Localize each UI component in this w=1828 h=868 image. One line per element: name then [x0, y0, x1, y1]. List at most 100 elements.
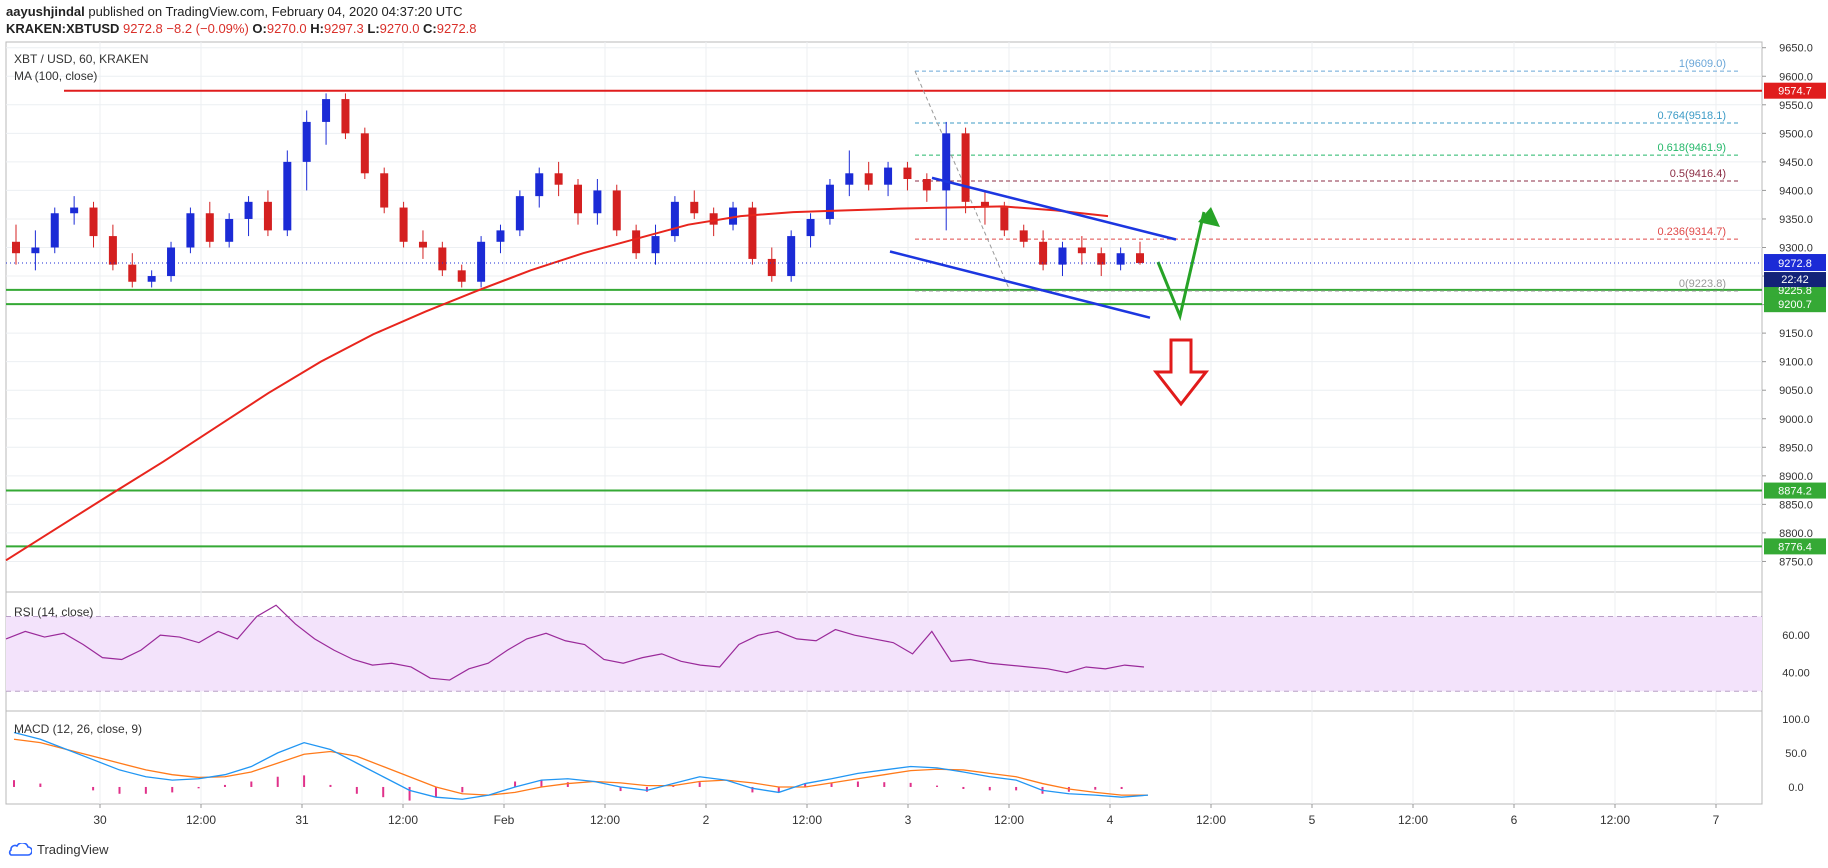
candle-body — [709, 213, 718, 225]
candle-body — [380, 173, 389, 208]
candle-body — [128, 264, 137, 282]
x-tick-label: 31 — [295, 813, 309, 827]
y-tick-label: 9550.0 — [1779, 100, 1813, 112]
candle-body — [864, 173, 873, 185]
level-price-label: 9200.7 — [1778, 299, 1812, 311]
candle-body — [554, 173, 563, 185]
fibonacci-label: 0(9223.8) — [1679, 278, 1726, 290]
y-tick-label: 9450.0 — [1779, 157, 1813, 169]
tradingview-cloud-icon — [8, 842, 32, 856]
y-tick-label: 8750.0 — [1779, 556, 1813, 568]
author-name[interactable]: aayushjindal — [6, 4, 85, 19]
rsi-y-tick-label: 40.00 — [1782, 668, 1810, 680]
y-tick-label: 9300.0 — [1779, 243, 1813, 255]
candle-body — [283, 161, 292, 231]
countdown-tag — [1764, 272, 1826, 288]
plot-frame — [5, 41, 1763, 805]
pair-legend[interactable]: XBT / USD, 60, KRAKEN — [14, 52, 149, 66]
low-label: L: — [367, 21, 380, 36]
candle-body — [767, 258, 776, 277]
x-tick-label: 12:00 — [590, 813, 620, 827]
candle-body — [1019, 230, 1028, 242]
x-tick-label: Feb — [494, 813, 515, 827]
candle-body — [670, 201, 679, 237]
candle-body — [593, 190, 602, 214]
candle-body — [147, 276, 156, 282]
price-change: −8.2 (−0.09%) — [166, 21, 249, 36]
candle-body — [787, 236, 796, 277]
level-price-tag — [1764, 296, 1826, 313]
candle-body — [418, 241, 427, 248]
candle-body — [322, 99, 331, 122]
level-price-label: 8776.4 — [1778, 541, 1812, 553]
x-tick-label: 6 — [1511, 813, 1518, 827]
x-tick-label: 12:00 — [1196, 813, 1226, 827]
candle-body — [903, 167, 912, 179]
y-tick-label: 8800.0 — [1779, 528, 1813, 540]
fibonacci-label: 0.618(9461.9) — [1658, 142, 1727, 154]
candle-body — [399, 207, 408, 242]
candle-body — [244, 201, 253, 219]
countdown-label: 22:42 — [1781, 274, 1809, 286]
candle-body — [12, 241, 20, 254]
macd-y-tick-label: 50.0 — [1785, 748, 1806, 760]
candle-body — [438, 247, 447, 271]
candle-body — [690, 201, 699, 214]
level-price-label: 9574.7 — [1778, 86, 1812, 98]
fibonacci-label: 0.236(9314.7) — [1658, 226, 1727, 238]
channel-lower-line — [889, 250, 1151, 319]
candle-body — [70, 207, 79, 214]
macd-legend[interactable]: MACD (12, 26, close, 9) — [14, 722, 143, 736]
candle-body — [806, 218, 815, 237]
y-tick-label: 9000.0 — [1779, 414, 1813, 426]
rsi-legend[interactable]: RSI (14, close) — [14, 605, 94, 619]
x-tick-label: 12:00 — [1398, 813, 1428, 827]
rsi-band — [6, 616, 1762, 692]
candle-body — [1077, 247, 1086, 254]
candle-body — [496, 230, 505, 242]
ma-legend[interactable]: MA (100, close) — [14, 69, 98, 83]
level-price-tag — [1764, 82, 1826, 99]
x-tick-label: 7 — [1713, 813, 1720, 827]
candle-body — [31, 247, 40, 254]
publish-line: aayushjindal published on TradingView.co… — [6, 4, 462, 19]
low-value: 9270.0 — [379, 21, 420, 36]
fibonacci-label: 1(9609.0) — [1679, 58, 1726, 70]
level-price-label: 8874.2 — [1778, 486, 1812, 498]
candle-body — [729, 207, 738, 225]
x-tick-label: 12:00 — [1600, 813, 1630, 827]
candle-body — [574, 184, 582, 214]
candle-body — [167, 247, 176, 277]
candle-body — [1039, 241, 1048, 265]
publish-info: published on TradingView.com, February 0… — [88, 4, 463, 19]
x-tick-label: 3 — [905, 813, 912, 827]
candle-body — [515, 196, 524, 231]
x-tick-label: 5 — [1309, 813, 1316, 827]
candle-body — [612, 190, 621, 231]
current-price-label: 9272.8 — [1778, 258, 1812, 270]
candle-body — [922, 179, 931, 191]
close-label: C: — [423, 21, 437, 36]
candle-body — [205, 213, 214, 242]
channel-upper-line — [931, 176, 1177, 241]
macd-y-tick-label: 100.0 — [1782, 714, 1810, 726]
x-tick-label: 4 — [1107, 813, 1114, 827]
x-tick-label: 12:00 — [994, 813, 1024, 827]
tradingview-logo[interactable]: TradingView — [8, 842, 109, 857]
current-price-tag — [1764, 254, 1826, 272]
close-value: 9272.8 — [436, 21, 477, 36]
candle-body — [457, 270, 466, 282]
candle-body — [89, 207, 98, 237]
y-tick-label: 9150.0 — [1779, 328, 1813, 340]
y-tick-label: 9600.0 — [1779, 71, 1813, 83]
ma-100-line — [5, 205, 1109, 562]
x-tick-label: 12:00 — [186, 813, 216, 827]
ohlc-line: KRAKEN:XBTUSD 9272.8 −8.2 (−0.09%) O:927… — [6, 21, 477, 36]
level-price-tag — [1764, 482, 1826, 499]
x-tick-label: 2 — [703, 813, 710, 827]
y-tick-label: 9100.0 — [1779, 357, 1813, 369]
y-tick-label: 8900.0 — [1779, 471, 1813, 483]
candle-body — [961, 133, 970, 202]
y-tick-label: 9050.0 — [1779, 385, 1813, 397]
